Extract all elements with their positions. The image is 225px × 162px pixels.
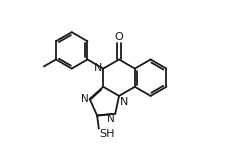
Text: O: O — [115, 32, 123, 42]
Text: N: N — [81, 94, 89, 104]
Text: N: N — [107, 114, 115, 124]
Text: N: N — [120, 97, 128, 107]
Text: N: N — [94, 63, 102, 73]
Text: SH: SH — [99, 129, 115, 139]
